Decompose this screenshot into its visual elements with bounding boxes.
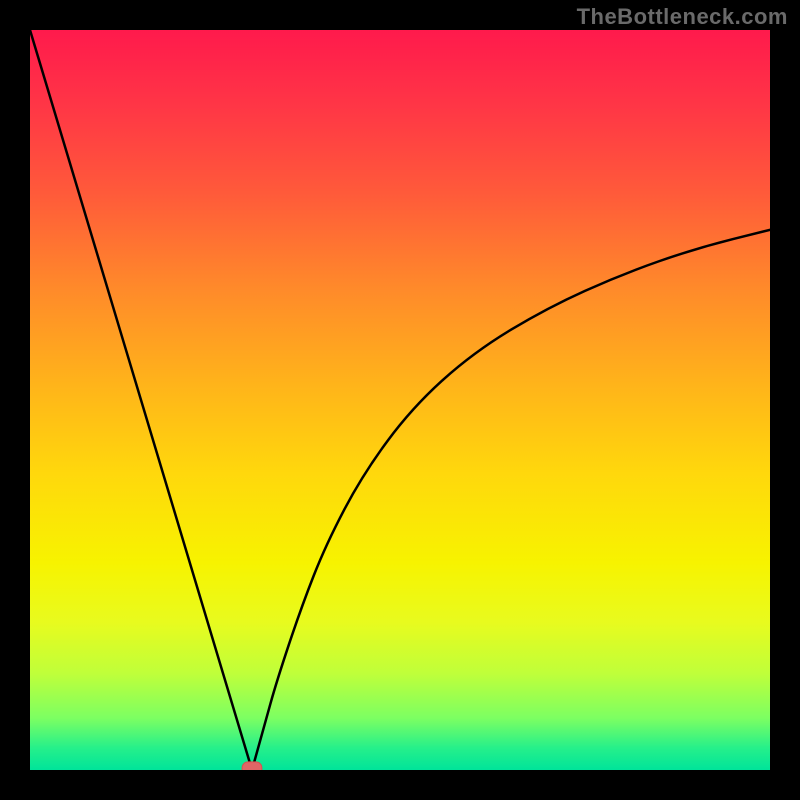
bottleneck-chart-svg	[0, 0, 800, 800]
bottleneck-chart-root: TheBottleneck.com	[0, 0, 800, 800]
watermark-text: TheBottleneck.com	[577, 4, 788, 30]
